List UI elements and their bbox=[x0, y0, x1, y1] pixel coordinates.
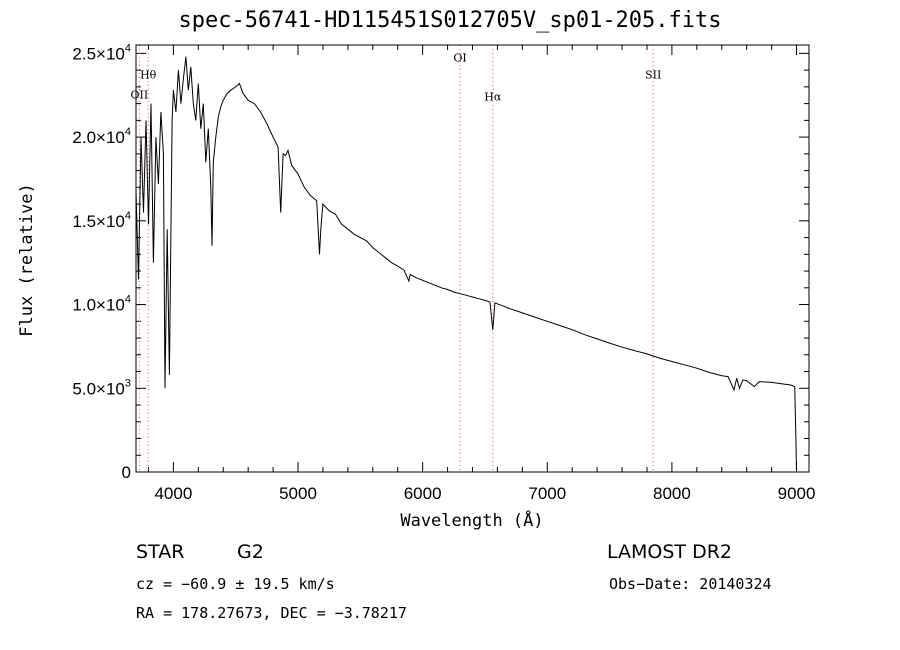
x-tick-label: 4000 bbox=[154, 484, 192, 503]
x-tick-label: 6000 bbox=[404, 484, 442, 503]
x-tick-labels: 4000 5000 6000 7000 8000 9000 bbox=[154, 484, 815, 503]
sky-coordinates: RA = 178.27673, DEC = −3.78217 bbox=[136, 604, 407, 622]
y-tick-label: 2.0×104 bbox=[72, 126, 131, 147]
x-tick-label: 5000 bbox=[279, 484, 317, 503]
chart-title: spec-56741-HD115451S012705V_sp01-205.fit… bbox=[178, 8, 722, 33]
spectral-line-label: OII bbox=[131, 89, 149, 102]
y-tick-label: 5.0×103 bbox=[72, 377, 131, 398]
observation-date: Obs−Date: 20140324 bbox=[609, 575, 772, 593]
survey-name: LAMOST DR2 bbox=[607, 541, 732, 563]
y-tick-labels: 0 5.0×103 1.0×104 1.5×104 2.0×104 2.5×104 bbox=[72, 42, 131, 482]
redshift-velocity: cz = −60.9 ± 19.5 km/s bbox=[136, 575, 335, 593]
y-axis-label: Flux (relative) bbox=[17, 183, 37, 337]
object-subclass: G2 bbox=[237, 541, 264, 563]
spectral-line-label: Hθ bbox=[140, 68, 157, 81]
x-axis-label: Wavelength (Å) bbox=[400, 511, 544, 531]
x-tick-label: 7000 bbox=[528, 484, 566, 503]
spectral-line-label: Hα bbox=[484, 90, 502, 103]
axis-ticks bbox=[136, 45, 809, 473]
y-tick-label: 2.5×104 bbox=[72, 42, 131, 63]
object-type: STAR bbox=[136, 541, 185, 563]
plot-frame bbox=[135, 44, 810, 473]
x-tick-label: 9000 bbox=[778, 484, 816, 503]
spectral-line-label: OI bbox=[453, 52, 466, 65]
spectrum-line bbox=[135, 56, 797, 473]
spectral-line-labels: Hθ OII OI Hα SII bbox=[131, 52, 662, 104]
y-tick-label: 1.0×104 bbox=[72, 294, 131, 315]
y-tick-label: 1.5×104 bbox=[72, 210, 131, 231]
y-tick-label: 0 bbox=[122, 463, 131, 482]
spectral-line-markers bbox=[138, 45, 654, 472]
spectral-line-label: SII bbox=[645, 68, 661, 81]
x-tick-label: 8000 bbox=[653, 484, 691, 503]
